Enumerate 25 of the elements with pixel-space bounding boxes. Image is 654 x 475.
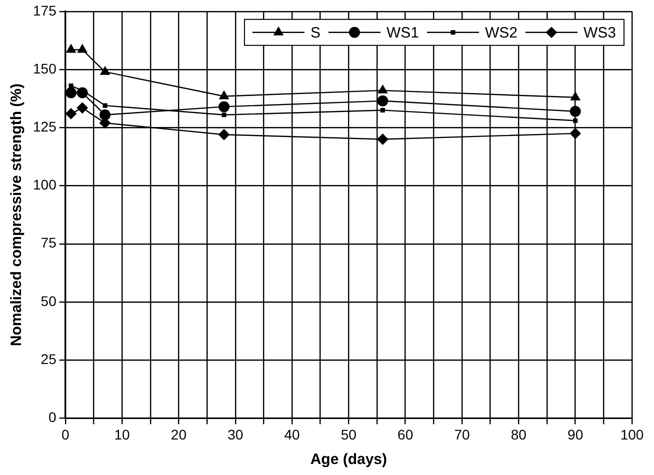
y-tick-label: 125 — [33, 118, 57, 134]
x-tick-label: 70 — [454, 426, 470, 442]
y-tick-label: 25 — [40, 350, 57, 367]
y-tick-label: 0 — [48, 409, 57, 426]
x-tick-label: 60 — [398, 426, 414, 442]
x-tick-label: 90 — [568, 426, 584, 442]
legend-label: WS1 — [386, 24, 419, 42]
legend-label: S — [310, 24, 320, 42]
legend-label: WS2 — [484, 24, 518, 42]
x-tick-label: 0 — [61, 426, 70, 442]
legend-label: WS3 — [583, 24, 616, 42]
x-tick-label: 10 — [114, 426, 130, 442]
y-tick-label: 75 — [40, 234, 57, 251]
y-tick-label: 150 — [33, 60, 57, 76]
y-tick-label: 50 — [40, 292, 57, 309]
x-tick-label: 80 — [510, 426, 527, 442]
x-tick-label: 40 — [284, 426, 300, 442]
y-axis-title: Nomalized compressive strength (%) — [8, 84, 26, 346]
x-axis-title: Age (days) — [310, 451, 388, 468]
x-tick-label: 30 — [228, 426, 244, 442]
y-tick-label: 175 — [33, 2, 57, 18]
y-tick-label: 100 — [33, 176, 57, 193]
x-tick-label: 20 — [170, 426, 187, 442]
x-tick-label: 100 — [620, 426, 644, 442]
x-tick-label: 50 — [340, 426, 357, 442]
